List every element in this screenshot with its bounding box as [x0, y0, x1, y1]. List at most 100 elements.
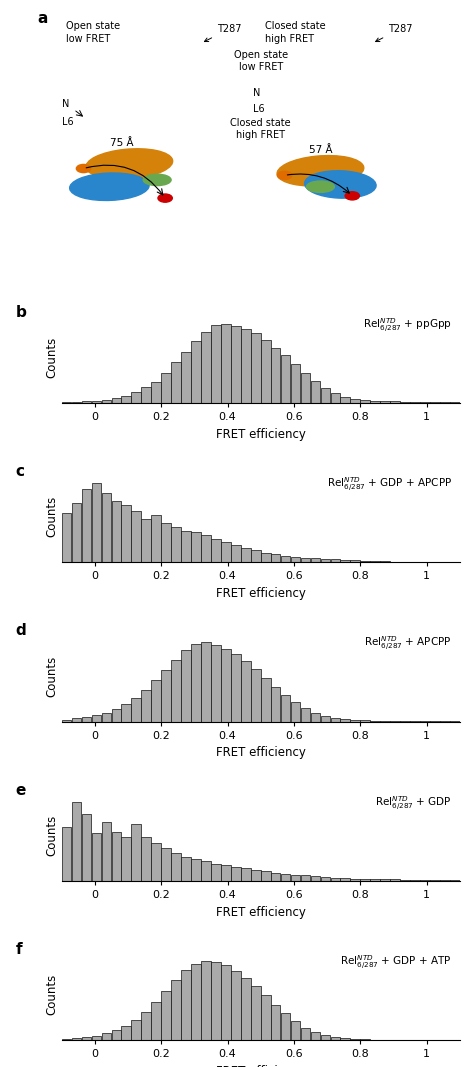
Bar — [91, 833, 101, 881]
Bar — [161, 523, 171, 562]
Bar — [241, 662, 251, 721]
Bar — [340, 719, 350, 721]
Bar — [330, 878, 340, 881]
Bar — [291, 557, 301, 562]
X-axis label: FRET efficiency: FRET efficiency — [216, 428, 306, 441]
Bar — [171, 362, 181, 403]
Bar — [151, 514, 161, 562]
Bar — [370, 879, 380, 881]
Bar — [360, 561, 370, 562]
Text: L6: L6 — [62, 117, 73, 127]
Bar — [201, 332, 211, 403]
Bar — [211, 962, 221, 1040]
Bar — [221, 323, 231, 403]
Bar — [291, 702, 301, 721]
Bar — [171, 981, 181, 1040]
Bar — [281, 695, 291, 721]
Bar — [121, 704, 131, 721]
X-axis label: FRET efficiency: FRET efficiency — [216, 587, 306, 600]
Text: a: a — [38, 12, 48, 27]
Bar — [111, 500, 121, 562]
Bar — [91, 400, 101, 403]
Bar — [380, 561, 390, 562]
Bar — [121, 396, 131, 403]
Bar — [360, 400, 370, 403]
Bar — [241, 330, 251, 403]
Bar — [310, 381, 320, 403]
Bar — [281, 1014, 291, 1040]
Bar — [291, 1021, 301, 1040]
Bar — [151, 681, 161, 721]
Bar — [111, 398, 121, 403]
Bar — [390, 401, 400, 403]
Bar — [251, 669, 261, 721]
Bar — [281, 874, 291, 881]
Bar — [271, 687, 281, 721]
Bar — [301, 372, 310, 403]
Bar — [281, 556, 291, 562]
Bar — [121, 506, 131, 562]
Bar — [191, 859, 201, 881]
Bar — [141, 1012, 151, 1040]
Bar — [72, 801, 82, 881]
Bar — [291, 875, 301, 881]
Bar — [191, 532, 201, 562]
Bar — [261, 339, 271, 403]
Bar — [251, 870, 261, 881]
Text: T287: T287 — [375, 23, 412, 42]
Bar — [141, 519, 151, 562]
Bar — [191, 644, 201, 721]
Text: low FRET: low FRET — [65, 34, 110, 44]
Bar — [161, 372, 171, 403]
Bar — [181, 351, 191, 403]
Bar — [181, 970, 191, 1040]
Bar — [310, 876, 320, 881]
Bar — [151, 843, 161, 881]
Bar — [221, 966, 231, 1040]
Text: N: N — [62, 99, 69, 109]
Circle shape — [345, 192, 359, 200]
Bar — [231, 327, 241, 403]
Bar — [171, 659, 181, 721]
Bar — [101, 713, 111, 721]
Bar — [340, 397, 350, 403]
Bar — [211, 539, 221, 562]
Bar — [370, 400, 380, 403]
Text: Open state
low FRET: Open state low FRET — [234, 50, 288, 71]
Bar — [340, 1038, 350, 1040]
Bar — [241, 548, 251, 562]
Bar — [82, 814, 91, 881]
Bar — [201, 535, 211, 562]
Text: Rel$^{NTD}_{6/287}$ + APCPP: Rel$^{NTD}_{6/287}$ + APCPP — [364, 635, 452, 653]
Text: Rel$^{NTD}_{6/287}$ + GDP + APCPP: Rel$^{NTD}_{6/287}$ + GDP + APCPP — [327, 476, 452, 494]
Bar — [131, 1020, 141, 1040]
Text: e: e — [16, 783, 26, 798]
Ellipse shape — [143, 174, 171, 186]
Bar — [320, 716, 330, 721]
Bar — [330, 718, 340, 721]
Bar — [151, 1002, 161, 1040]
Bar — [72, 718, 82, 721]
Bar — [72, 1038, 82, 1040]
Bar — [301, 708, 310, 721]
Bar — [241, 977, 251, 1040]
X-axis label: FRET efficiency: FRET efficiency — [216, 906, 306, 919]
Text: L6: L6 — [253, 103, 264, 113]
Text: high FRET: high FRET — [264, 34, 314, 44]
Bar — [151, 382, 161, 403]
Bar — [221, 542, 231, 562]
Text: d: d — [16, 623, 27, 638]
Bar — [330, 559, 340, 562]
Text: c: c — [16, 464, 25, 479]
Bar — [261, 996, 271, 1040]
Bar — [251, 551, 261, 562]
Bar — [101, 400, 111, 403]
Bar — [350, 560, 360, 562]
Text: f: f — [16, 942, 22, 957]
Bar — [62, 827, 72, 881]
Bar — [161, 670, 171, 721]
Bar — [101, 1033, 111, 1040]
Text: Rel$^{NTD}_{6/287}$ + ppGpp: Rel$^{NTD}_{6/287}$ + ppGpp — [363, 317, 452, 335]
Bar — [91, 715, 101, 721]
Bar — [221, 865, 231, 881]
